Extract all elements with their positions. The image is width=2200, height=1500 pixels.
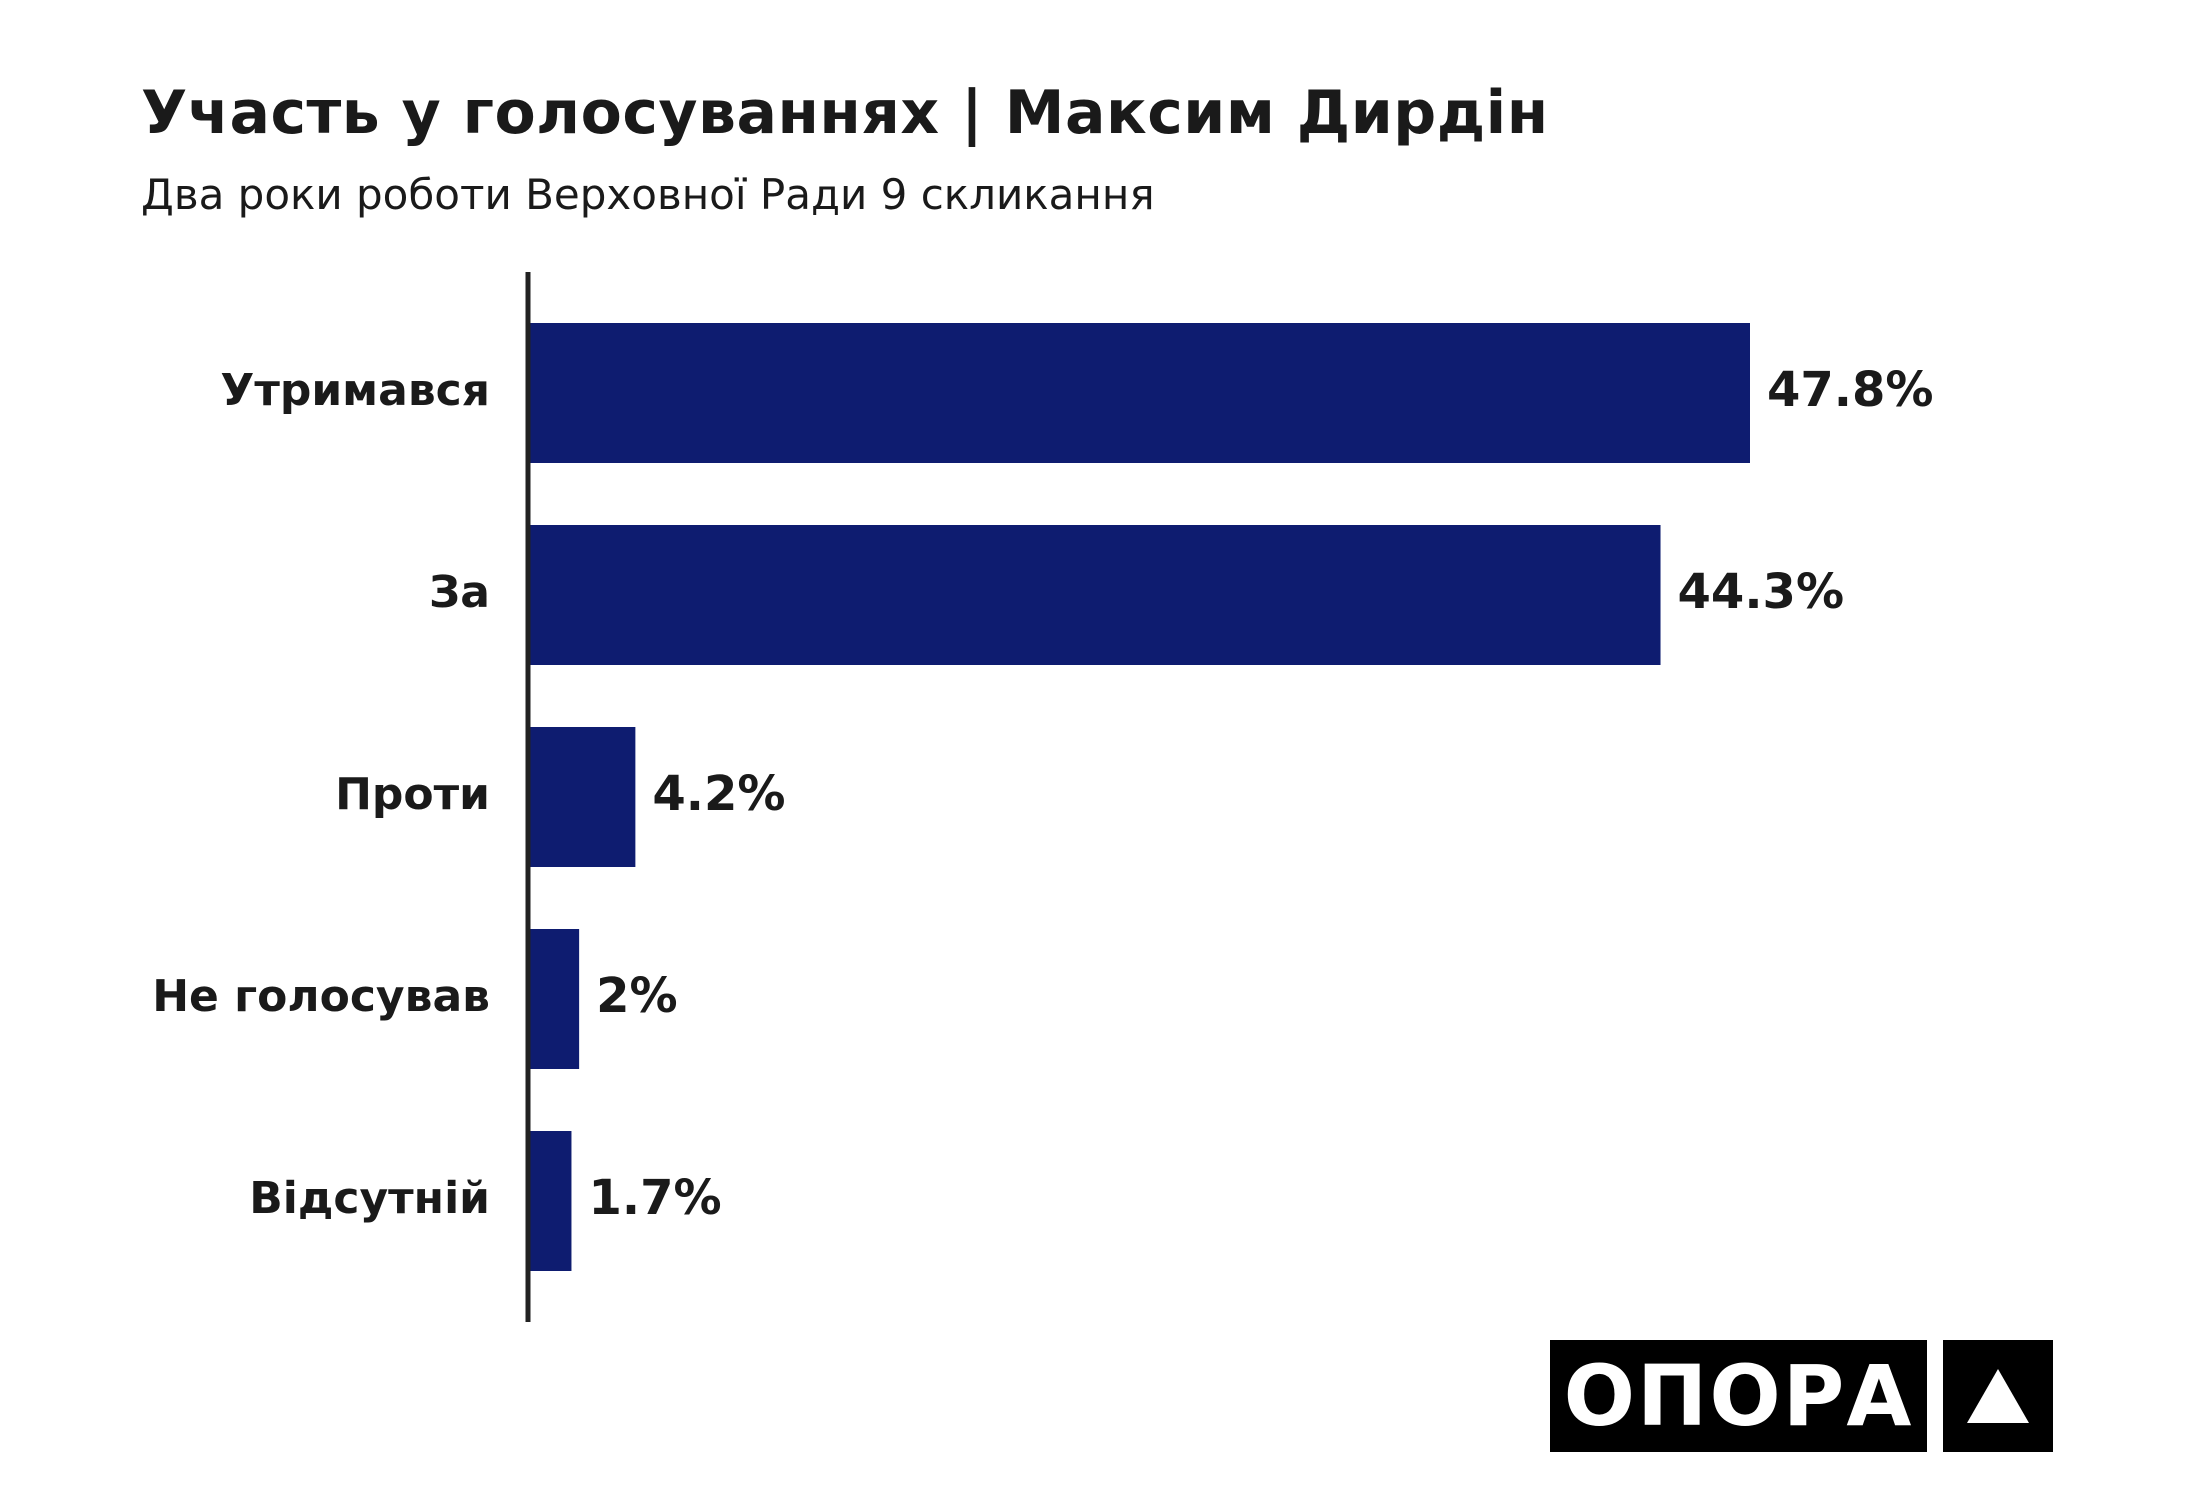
opora-logo-mark bbox=[1943, 1340, 2053, 1452]
bar bbox=[528, 727, 636, 867]
value-label: 47.8% bbox=[1767, 362, 1934, 418]
triangle-up-icon bbox=[1967, 1369, 2029, 1423]
category-label: За bbox=[429, 567, 490, 618]
category-label: Проти bbox=[335, 769, 490, 820]
category-label: Відсутній bbox=[249, 1173, 490, 1224]
bar bbox=[528, 323, 1750, 463]
chart-title: Участь у голосуваннях | Максим Дирдін bbox=[141, 78, 1549, 148]
value-label: 4.2% bbox=[652, 766, 785, 822]
value-label: 2% bbox=[596, 968, 678, 1024]
bar bbox=[528, 1131, 572, 1271]
chart-subtitle: Два роки роботи Верховної Ради 9 скликан… bbox=[141, 170, 1155, 219]
category-label: Утримався bbox=[220, 365, 490, 416]
category-label: Не голосував bbox=[152, 971, 490, 1022]
opora-logo: ОПОРА bbox=[1550, 1340, 1927, 1452]
bar bbox=[528, 525, 1661, 665]
value-label: 1.7% bbox=[588, 1170, 721, 1226]
bar bbox=[528, 929, 580, 1069]
opora-wordmark: ОПОРА bbox=[1563, 1347, 1914, 1445]
value-label: 44.3% bbox=[1678, 564, 1845, 620]
